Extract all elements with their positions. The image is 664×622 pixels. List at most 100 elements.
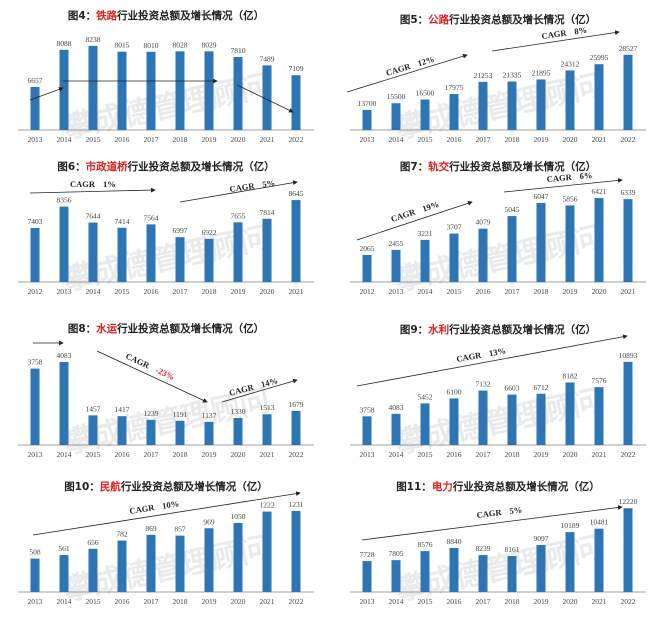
bar xyxy=(478,390,488,445)
x-tick-label: 2021 xyxy=(592,597,607,606)
data-label: 7728 xyxy=(360,550,375,559)
data-label: 24312 xyxy=(561,59,580,68)
title-prefix: 图9： xyxy=(399,324,429,336)
bar xyxy=(30,558,40,592)
x-tick-label: 2022 xyxy=(289,450,304,459)
x-tick-label: 2017 xyxy=(144,135,159,144)
data-label: 7109 xyxy=(289,64,304,73)
trend-arrow xyxy=(491,30,620,52)
cagr-annotation: CAGR19% xyxy=(390,199,441,224)
bar xyxy=(233,57,243,130)
x-tick-label: 2022 xyxy=(621,135,636,144)
data-label: 6657 xyxy=(28,76,43,85)
data-label: 8576 xyxy=(418,540,433,549)
bar xyxy=(146,51,156,131)
bar xyxy=(565,70,575,130)
bar xyxy=(594,528,604,592)
data-label: 8015 xyxy=(115,41,130,50)
bar-chart: 攀成德管理顾问206520122455201332212014370720154… xyxy=(350,170,646,298)
bar xyxy=(233,522,243,592)
title-prefix: 图6： xyxy=(57,161,86,173)
data-label: 8028 xyxy=(173,40,188,49)
title-highlight: 铁路 xyxy=(96,10,118,22)
title-prefix: 图5： xyxy=(399,14,429,26)
bar xyxy=(507,555,517,592)
x-tick-label: 2018 xyxy=(505,450,520,459)
title-suffix: 行业投资总额及增长情况（亿） xyxy=(120,481,268,493)
data-label: 7644 xyxy=(86,212,101,221)
data-label: 5452 xyxy=(418,392,433,401)
x-tick-label: 2022 xyxy=(621,450,636,459)
x-tick-label: 2017 xyxy=(476,135,491,144)
data-label: 1231 xyxy=(289,500,304,509)
bar xyxy=(117,51,127,131)
bar xyxy=(88,45,98,130)
title-highlight: 轨交 xyxy=(428,161,450,173)
cagr-label: CAGR xyxy=(124,351,152,371)
x-tick-label: 2017 xyxy=(505,287,520,296)
data-label: 1679 xyxy=(289,400,304,409)
bar xyxy=(30,86,40,130)
x-tick-label: 2017 xyxy=(144,450,159,459)
x-tick-label: 2018 xyxy=(505,135,520,144)
cagr-value: 12% xyxy=(416,54,435,69)
bar xyxy=(204,421,214,445)
data-label: 5856 xyxy=(563,194,578,203)
x-tick-label: 2021 xyxy=(260,597,275,606)
bar xyxy=(536,202,546,282)
trend-arrow xyxy=(346,53,468,93)
data-label: 6712 xyxy=(534,383,549,392)
bar xyxy=(262,414,272,445)
x-tick-label: 2020 xyxy=(563,597,578,606)
cagr-annotation: CAGR 6% xyxy=(546,170,592,184)
data-label: 8088 xyxy=(57,39,72,48)
bar xyxy=(59,206,69,282)
cagr-label: CAGR xyxy=(229,180,256,194)
bar xyxy=(507,394,517,445)
x-tick-label: 2021 xyxy=(260,135,275,144)
data-label: 1457 xyxy=(86,404,101,413)
x-tick-label: 2014 xyxy=(389,597,404,606)
bar xyxy=(623,54,633,131)
data-label: 3758 xyxy=(28,358,43,367)
bar xyxy=(565,205,575,282)
x-tick-label: 2016 xyxy=(144,287,159,296)
x-tick-label: 2016 xyxy=(447,450,462,459)
data-label: 10893 xyxy=(619,351,638,360)
cagr-annotation: CAGR 13% xyxy=(456,345,507,364)
bar xyxy=(175,420,185,445)
data-label: 969 xyxy=(203,517,215,526)
data-label: 12220 xyxy=(619,497,638,506)
bar-chart: 攀成德管理顾问375820134083201414572015141720161… xyxy=(18,340,314,461)
bar xyxy=(175,51,185,131)
chart-title: 图9：水利行业投资总额及增长情况（亿） xyxy=(332,322,664,337)
cagr-label: CAGR xyxy=(129,502,156,516)
data-label: 5045 xyxy=(505,205,520,214)
cagr-label: CAGR xyxy=(546,172,573,184)
cagr-value: 19% xyxy=(421,199,440,214)
title-suffix: 行业投资总额及增长情况（亿） xyxy=(452,481,600,493)
cagr-value: -23% xyxy=(154,365,176,382)
cagr-label: CAGR xyxy=(456,350,483,364)
bar xyxy=(117,416,127,445)
bar xyxy=(449,94,459,130)
data-label: 21253 xyxy=(474,71,493,80)
data-label: 21335 xyxy=(503,71,522,80)
cagr-annotation: CAGR12% xyxy=(385,54,436,78)
bar xyxy=(146,534,156,592)
bar xyxy=(391,413,401,445)
title-highlight: 市政道桥 xyxy=(85,161,128,173)
data-label: 1417 xyxy=(115,405,130,414)
title-highlight: 公路 xyxy=(428,14,450,26)
bar xyxy=(291,410,301,445)
bar xyxy=(478,555,488,592)
chart-panel: 攀成德管理顾问 3758 2013 4083 2014 5452 2015 6100 2016 7… xyxy=(332,310,664,466)
data-label: 7810 xyxy=(231,46,246,55)
bar xyxy=(175,237,185,282)
data-label: 8356 xyxy=(57,196,72,205)
data-label: 25995 xyxy=(590,53,609,62)
bar xyxy=(623,361,633,445)
bar-chart: 攀成德管理顾问740320128356201376442014741420157… xyxy=(18,178,314,298)
data-label: 8029 xyxy=(202,40,217,49)
x-tick-label: 2015 xyxy=(418,450,433,459)
